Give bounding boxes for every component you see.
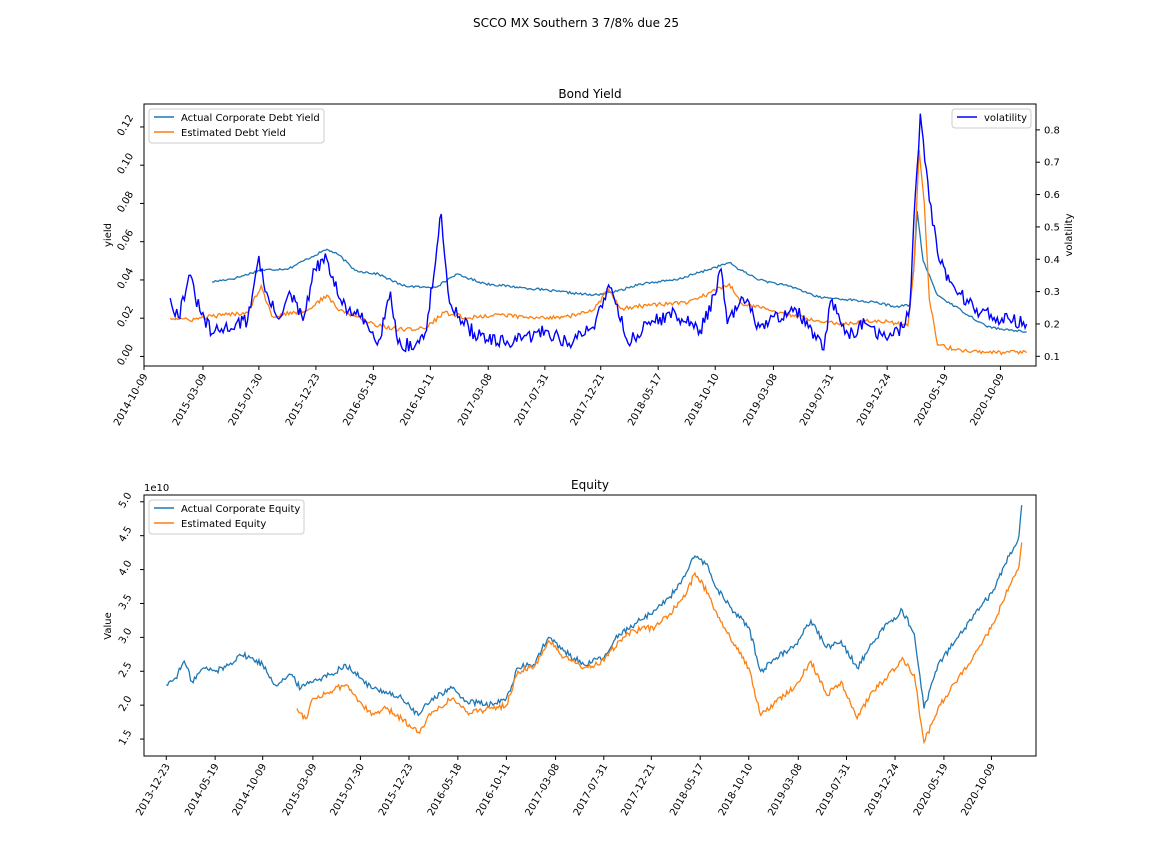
x-tick-label: 2019-12-24 bbox=[863, 762, 902, 818]
series-line-estimated-debt-yield bbox=[169, 149, 1028, 356]
equity-series bbox=[166, 505, 1023, 745]
bond-yield-y-axis: 0.00 0.02 0.04 0.06 0.08 0.10 0.12 bbox=[116, 113, 144, 368]
y-tick-label: 5.0 bbox=[117, 491, 134, 510]
equity-chart: Equity 1e10 2013-12-23 2014-05-19 2014-10-… bbox=[103, 478, 1037, 818]
volatility-legend: volatility bbox=[951, 108, 1032, 129]
y-tick-label: 0.02 bbox=[116, 305, 137, 330]
x-tick-label: 2018-10-10 bbox=[683, 372, 722, 428]
legend-label-estimated: Estimated Debt Yield bbox=[181, 128, 286, 139]
x-tick-label: 2015-12-23 bbox=[377, 762, 416, 818]
x-tick-label: 2016-10-11 bbox=[398, 372, 437, 428]
legend-label-estimated-equity: Estimated Equity bbox=[181, 519, 266, 530]
x-tick-label: 2017-03-08 bbox=[456, 372, 495, 428]
x-tick-label: 2019-03-08 bbox=[741, 372, 780, 428]
x-tick-label: 2019-03-08 bbox=[766, 762, 805, 818]
x-tick-label: 2015-12-23 bbox=[284, 372, 323, 428]
bond-yield-ylabel-right: volatility bbox=[1064, 213, 1075, 256]
equity-title: Equity bbox=[571, 478, 609, 492]
x-tick-label: 2020-10-09 bbox=[959, 762, 998, 818]
x-tick-label: 2019-12-24 bbox=[855, 372, 894, 428]
x-tick-label: 2015-07-30 bbox=[328, 762, 367, 818]
legend-box bbox=[148, 499, 305, 535]
x-tick-label: 2016-05-18 bbox=[341, 372, 380, 428]
equity-x-axis: 2013-12-23 2014-05-19 2014-10-09 2015-03-09… bbox=[134, 756, 998, 818]
x-tick-label: 2015-07-30 bbox=[227, 372, 266, 428]
x-tick-label: 2019-07-31 bbox=[815, 762, 854, 818]
y-right-tick-label: 0.5 bbox=[1044, 222, 1060, 233]
y-right-tick-label: 0.7 bbox=[1044, 158, 1060, 169]
equity-ylabel: Value bbox=[103, 612, 114, 639]
y-tick-label: 4.5 bbox=[117, 525, 134, 544]
x-tick-label: 2018-05-17 bbox=[668, 762, 707, 818]
x-tick-label: 2017-07-31 bbox=[513, 372, 552, 428]
y-tick-label: 0.04 bbox=[116, 266, 137, 291]
series-line-actual-corporate-equity bbox=[166, 505, 1023, 717]
x-tick-label: 2019-07-31 bbox=[798, 372, 837, 428]
x-tick-label: 2016-10-11 bbox=[474, 762, 513, 818]
equity-frame bbox=[143, 494, 1037, 757]
legend-label-actual: Actual Corporate Debt Yield bbox=[181, 113, 320, 124]
bond-yield-x-axis: 2014-10-09 2015-03-09 2015-07-30 2015-12-23… bbox=[112, 366, 1007, 428]
y-tick-label: 0.10 bbox=[116, 152, 137, 177]
series-line-volatility bbox=[169, 113, 1028, 353]
bond-yield-frame bbox=[143, 103, 1037, 367]
y-right-tick-label: 0.2 bbox=[1044, 319, 1060, 330]
bond-yield-series bbox=[169, 113, 1028, 356]
x-tick-label: 2015-03-09 bbox=[281, 762, 320, 818]
x-tick-label: 2020-10-09 bbox=[968, 372, 1007, 428]
y-tick-label: 0.06 bbox=[116, 228, 137, 253]
y-tick-label: 3.5 bbox=[117, 593, 134, 612]
x-tick-label: 2020-05-19 bbox=[912, 762, 951, 818]
y-tick-label: 0.00 bbox=[116, 343, 137, 368]
bond-yield-legend: Actual Corporate Debt Yield Estimated De… bbox=[148, 108, 325, 144]
legend-label-actual-equity: Actual Corporate Equity bbox=[181, 504, 300, 515]
bond-yield-right-y-axis: 0.1 0.2 0.3 0.4 0.5 0.6 0.7 0.8 bbox=[1036, 125, 1060, 363]
bond-yield-ylabel: yield bbox=[103, 223, 114, 247]
legend-box bbox=[951, 108, 1032, 129]
bond-yield-chart: Bond Yield 2014-10-09 2015-03-09 2015-07-3… bbox=[103, 87, 1075, 428]
x-tick-label: 2017-07-31 bbox=[572, 762, 611, 818]
y-tick-label: 0.08 bbox=[116, 190, 137, 215]
x-tick-label: 2017-12-21 bbox=[619, 762, 658, 818]
x-tick-label: 2017-12-21 bbox=[569, 372, 608, 428]
series-line-actual-corporate-debt-yield bbox=[211, 211, 1027, 333]
x-tick-label: 2020-05-19 bbox=[913, 372, 952, 428]
y-tick-label: 1.5 bbox=[117, 728, 134, 747]
legend-box bbox=[148, 108, 325, 144]
x-tick-label: 2018-10-10 bbox=[717, 762, 756, 818]
y-right-tick-label: 0.6 bbox=[1044, 190, 1060, 201]
y-right-tick-label: 0.1 bbox=[1044, 352, 1060, 363]
x-tick-label: 2014-10-09 bbox=[231, 762, 270, 818]
figure-title: SCCO MX Southern 3 7/8% due 25 bbox=[473, 16, 679, 30]
legend-label-volatility: volatility bbox=[984, 113, 1027, 124]
y-right-tick-label: 0.8 bbox=[1044, 125, 1060, 136]
x-tick-label: 2014-10-09 bbox=[112, 372, 151, 428]
y-tick-label: 0.12 bbox=[116, 113, 137, 138]
x-tick-label: 2014-05-19 bbox=[183, 762, 222, 818]
y-tick-label: 2.0 bbox=[117, 694, 134, 713]
y-tick-label: 3.0 bbox=[117, 626, 134, 645]
x-tick-label: 2013-12-23 bbox=[134, 762, 173, 818]
bond-yield-title: Bond Yield bbox=[558, 87, 621, 101]
x-tick-label: 2018-05-17 bbox=[626, 372, 665, 428]
y-right-tick-label: 0.3 bbox=[1044, 287, 1060, 298]
equity-y-axis: 1.5 2.0 2.5 3.0 3.5 4.0 4.5 5.0 bbox=[117, 491, 144, 747]
x-tick-label: 2017-03-08 bbox=[524, 762, 563, 818]
y-tick-label: 4.0 bbox=[117, 559, 134, 578]
y-right-tick-label: 0.4 bbox=[1044, 255, 1060, 266]
y-tick-label: 2.5 bbox=[117, 660, 134, 679]
equity-legend: Actual Corporate Equity Estimated Equity bbox=[148, 499, 305, 535]
x-tick-label: 2015-03-09 bbox=[171, 372, 210, 428]
equity-y-multiplier: 1e10 bbox=[144, 483, 169, 494]
x-tick-label: 2016-05-18 bbox=[426, 762, 465, 818]
series-line-estimated-equity bbox=[296, 542, 1023, 745]
